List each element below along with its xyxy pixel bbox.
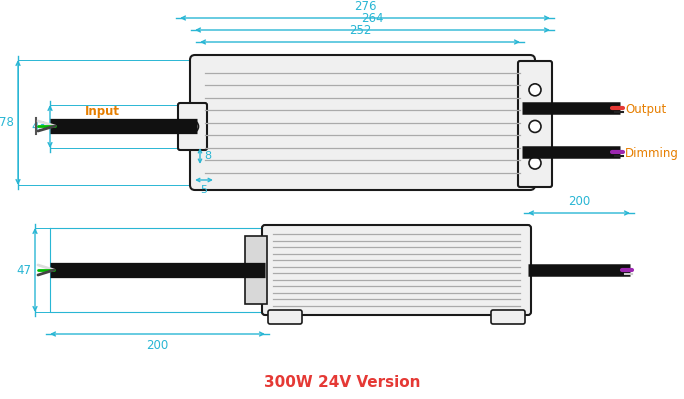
FancyBboxPatch shape [491, 310, 525, 324]
Bar [245, 236, 267, 304]
Circle shape [529, 157, 541, 169]
Text: 300W 24V Version: 300W 24V Version [264, 375, 420, 390]
Circle shape [529, 84, 541, 96]
Circle shape [529, 120, 541, 132]
Text: Output: Output [625, 103, 666, 117]
Text: 200: 200 [568, 195, 590, 208]
Text: Input: Input [85, 105, 120, 117]
Text: 8: 8 [204, 151, 211, 161]
FancyBboxPatch shape [190, 55, 535, 190]
Text: 78: 78 [0, 116, 14, 129]
Text: 252: 252 [349, 24, 371, 37]
Text: 276: 276 [354, 0, 376, 13]
Text: 5: 5 [200, 185, 207, 195]
Text: 47: 47 [16, 263, 31, 277]
Text: 43: 43 [31, 120, 46, 133]
Text: 264: 264 [361, 12, 384, 25]
FancyBboxPatch shape [262, 225, 531, 315]
FancyBboxPatch shape [268, 310, 302, 324]
Circle shape [187, 120, 198, 132]
FancyBboxPatch shape [178, 103, 207, 150]
Text: 200: 200 [146, 339, 169, 352]
FancyBboxPatch shape [518, 61, 552, 187]
Text: Dimming: Dimming [625, 148, 679, 160]
